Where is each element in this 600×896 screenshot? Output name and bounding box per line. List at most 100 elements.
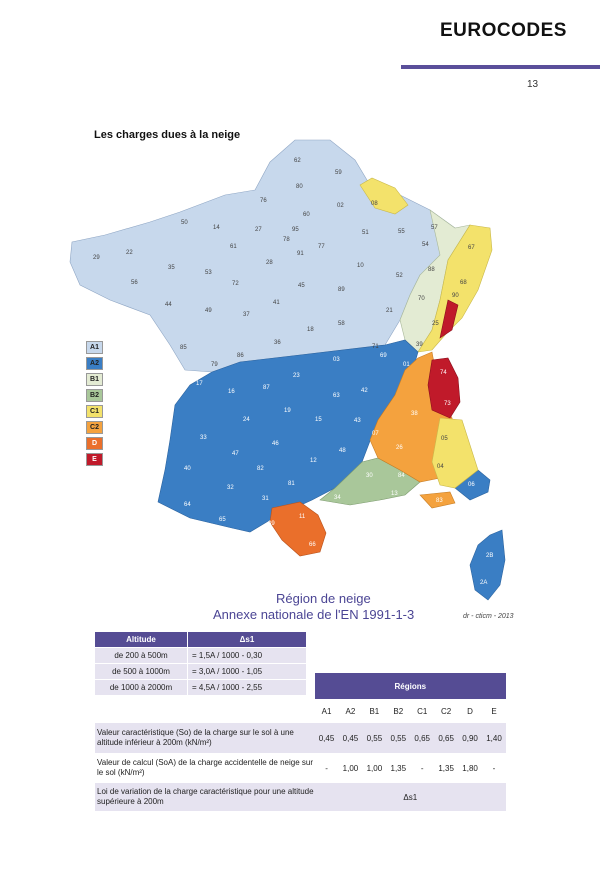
section-title: Les charges dues à la neige [94, 129, 241, 141]
cell-value: 0,55 [362, 723, 387, 754]
dept-57: 57 [431, 225, 438, 231]
dept-52: 52 [396, 273, 403, 279]
dept-38: 38 [411, 411, 418, 417]
altitude-table: Altitude Δs1 de 200 à 500m = 1,5A / 1000… [95, 632, 306, 695]
dept-62: 62 [294, 158, 301, 164]
table-row: de 1000 à 2000m = 4,5A / 1000 - 2,55 [95, 679, 306, 695]
cell-value: 1,00 [338, 753, 363, 783]
dept-79: 79 [211, 362, 218, 368]
table-row: Valeur de calcul (SoA) de la charge acci… [95, 753, 506, 783]
header-rule [401, 65, 600, 69]
dept-29: 29 [93, 255, 100, 261]
cell-value: 0,65 [410, 723, 435, 754]
dept-45: 45 [298, 283, 305, 289]
altitude-range: de 1000 à 2000m [95, 679, 188, 695]
cell-value: 0,45 [314, 723, 339, 754]
dept-02: 02 [337, 203, 344, 209]
document-title: EUROCODES [440, 20, 567, 41]
region-code: E [491, 706, 497, 716]
dept-88: 88 [428, 267, 435, 273]
delta-formula: = 4,5A / 1000 - 2,55 [187, 679, 306, 695]
table-row: Valeur caractéristique (So) de la charge… [95, 723, 506, 754]
dept-18: 18 [307, 327, 314, 333]
region-b2-area [319, 457, 421, 506]
dept-47: 47 [232, 451, 239, 457]
dept-61: 61 [230, 244, 237, 250]
dept-41: 41 [273, 300, 280, 306]
cell-value: 1,40 [482, 723, 506, 754]
dept-86: 86 [237, 353, 244, 359]
dept-73: 73 [444, 401, 451, 407]
cell-value: - [410, 753, 435, 783]
dept-50: 50 [181, 220, 188, 226]
dept-65: 65 [219, 517, 226, 523]
page-number: 13 [527, 79, 539, 90]
altitude-range: de 200 à 500m [95, 647, 188, 664]
dept-39: 39 [416, 342, 423, 348]
dept-2b: 2B [486, 553, 493, 559]
map-caption-line1: Région de neige [276, 591, 371, 606]
cell-value: 1,35 [386, 753, 411, 783]
department-labels: 62 59 80 76 02 08 60 95 27 14 50 78 91 7… [93, 158, 493, 586]
dept-55: 55 [398, 229, 405, 235]
delta-formula: = 3,0A / 1000 - 1,05 [187, 663, 306, 680]
dept-84: 84 [398, 473, 405, 479]
dept-66: 66 [309, 542, 316, 548]
dept-77: 77 [318, 244, 325, 250]
cell-value: - [314, 753, 339, 783]
dept-22: 22 [126, 250, 133, 256]
dept-26: 26 [396, 445, 403, 451]
cell-value: 0,45 [338, 723, 363, 754]
dept-05: 05 [441, 436, 448, 442]
dept-63: 63 [333, 393, 340, 399]
dept-14: 14 [213, 225, 220, 231]
dept-34: 34 [334, 495, 341, 501]
dept-56: 56 [131, 280, 138, 286]
region-c1-south-alps [431, 417, 479, 489]
dept-67: 67 [468, 245, 475, 251]
dept-74: 74 [440, 370, 447, 376]
snow-region-map: 62 59 80 76 02 08 60 95 27 14 50 78 91 7… [69, 139, 506, 601]
table-row: Loi de variation de la charge caractéris… [95, 782, 506, 812]
dept-90: 90 [452, 293, 459, 299]
dept-09: 09 [268, 521, 275, 527]
altitude-range: de 500 à 1000m [95, 663, 188, 680]
dept-11: 11 [299, 514, 306, 520]
dept-40: 40 [184, 466, 191, 472]
table-row: de 500 à 1000m = 3,0A / 1000 - 1,05 [95, 663, 306, 680]
dept-68: 68 [460, 280, 467, 286]
dept-27: 27 [255, 227, 262, 233]
region-code: A1 [321, 706, 332, 716]
region-code: C2 [441, 706, 452, 716]
regions-header: Régions [314, 673, 506, 699]
dept-78: 78 [283, 237, 290, 243]
dept-08: 08 [371, 201, 378, 207]
region-code: B1 [369, 706, 380, 716]
row-label: Valeur de calcul (SoA) de la charge acci… [95, 753, 315, 783]
cell-value: - [482, 753, 506, 783]
region-a2-corsica [469, 529, 506, 601]
region-d-area [269, 501, 327, 557]
delta-formula: = 1,5A / 1000 - 0,30 [187, 647, 306, 664]
legend-swatch-c2: C2 [86, 421, 103, 434]
region-c1-ardennes [359, 177, 409, 215]
dept-06: 06 [468, 482, 475, 488]
region-a2-area [157, 339, 419, 533]
region-code: A2 [345, 706, 356, 716]
dept-72: 72 [232, 281, 239, 287]
cell-value: 0,55 [386, 723, 411, 754]
region-code: C1 [417, 706, 428, 716]
dept-83: 83 [436, 498, 443, 504]
dept-03: 03 [333, 357, 340, 363]
dept-71: 71 [372, 344, 379, 350]
dept-07: 07 [372, 431, 379, 437]
dept-17: 17 [196, 381, 203, 387]
dept-33: 33 [200, 435, 207, 441]
dept-82: 82 [257, 466, 264, 472]
dept-12: 12 [310, 458, 317, 464]
region-code: D [467, 706, 473, 716]
dept-44: 44 [165, 302, 172, 308]
dept-35: 35 [168, 265, 175, 271]
delta-header: Δs1 [187, 632, 306, 648]
dept-15: 15 [315, 417, 322, 423]
